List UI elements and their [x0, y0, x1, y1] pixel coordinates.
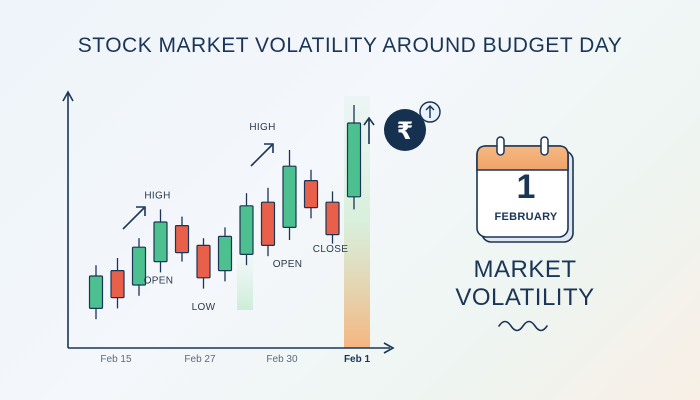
x-tick-label: Feb 27 — [184, 354, 216, 365]
candle-body — [282, 165, 297, 228]
calendar-icon — [476, 136, 574, 243]
annotation-open: OPEN — [273, 259, 303, 270]
svg-text:₹: ₹ — [397, 117, 414, 145]
candle-body — [325, 201, 340, 236]
candle-body — [260, 201, 276, 246]
candle-body — [88, 275, 104, 310]
candle-body — [303, 180, 319, 209]
candle-body — [131, 246, 147, 286]
caption-line-2: VOLATILITY — [455, 284, 595, 311]
candle-body — [196, 244, 211, 279]
candle — [239, 193, 254, 266]
annotation-close: CLOSE — [313, 244, 348, 255]
calendar-month: FEBRUARY — [494, 211, 558, 223]
calendar-day: 1 — [516, 168, 536, 206]
x-tick-label: Feb 15 — [100, 354, 132, 365]
candle — [325, 191, 340, 244]
annotation-low: LOW — [192, 302, 216, 313]
caption-line-1: MARKET — [473, 256, 577, 283]
wave-icon — [498, 320, 548, 332]
x-tick-labels: Feb 15 Feb 27 Feb 30 Feb 1 — [100, 354, 370, 365]
candle-body — [110, 270, 125, 299]
candle — [196, 238, 211, 289]
candle — [153, 209, 168, 273]
candle — [260, 187, 276, 257]
x-tick-label: Feb 30 — [266, 354, 298, 365]
candle — [346, 105, 362, 210]
candle-body — [217, 235, 233, 272]
annotation-open: OPEN — [144, 275, 174, 286]
trend-arrow-icon — [122, 206, 146, 230]
candle — [110, 258, 125, 309]
candle-body — [346, 122, 362, 198]
candle — [131, 238, 147, 296]
candles — [88, 105, 362, 320]
x-tick-label: Feb 1 — [344, 354, 371, 365]
annotation-high: HIGH — [249, 122, 275, 133]
page-title: STOCK MARKET VOLATILITY AROUND BUDGET DA… — [77, 34, 623, 57]
annotations: HIGH OPEN LOW HIGH OPEN CLOSE — [144, 122, 348, 313]
candle — [303, 169, 319, 219]
trend-arrow-icon — [363, 116, 375, 144]
rupee-icon: ₹ — [384, 109, 426, 151]
y-axis-arrow-icon — [62, 90, 74, 102]
candle-body — [153, 221, 168, 263]
candle — [88, 265, 104, 320]
axes — [62, 90, 395, 354]
highlight-band-minor — [237, 250, 253, 310]
arrow-up-icon — [419, 101, 441, 123]
candle — [174, 216, 190, 262]
candle-body — [174, 225, 190, 254]
candle — [217, 227, 233, 282]
trend-arrow-icon — [250, 143, 274, 167]
x-axis-arrow-icon — [383, 342, 395, 354]
candle — [282, 150, 297, 240]
annotation-high: HIGH — [144, 190, 170, 201]
candle-body — [239, 205, 254, 256]
